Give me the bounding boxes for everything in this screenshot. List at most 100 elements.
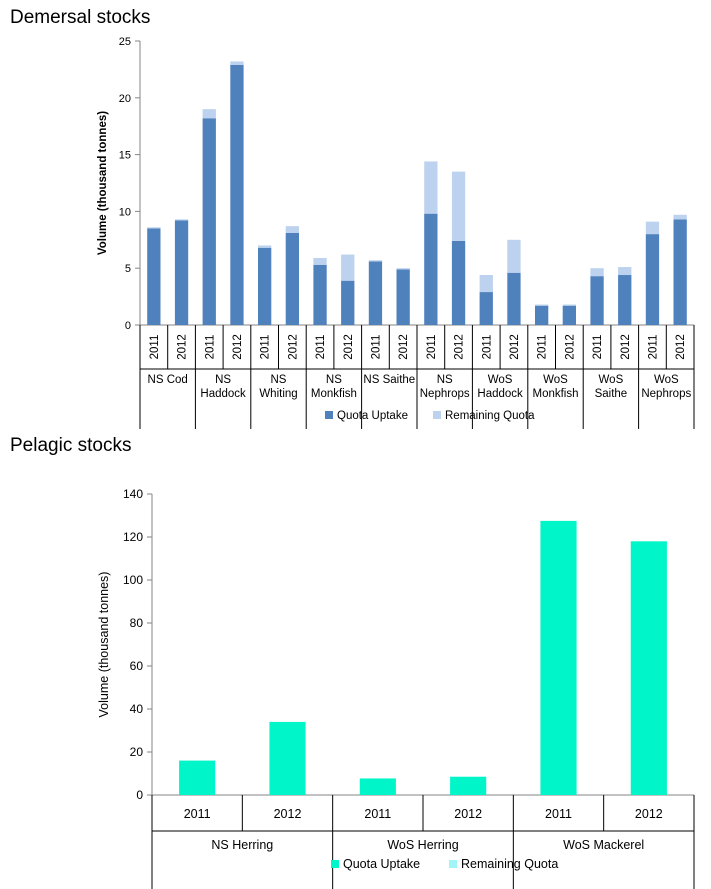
x-group-label: WoS bbox=[654, 374, 679, 386]
x-tick-label-year: 2012 bbox=[675, 334, 687, 360]
y-axis-title: Volume (thousand tonnes) bbox=[97, 111, 109, 255]
demersal-section-title: Demersal stocks bbox=[10, 7, 151, 28]
legend-swatch-remaining-quota bbox=[433, 411, 441, 419]
x-tick-label-year: 2011 bbox=[647, 335, 659, 360]
bar-quota-uptake bbox=[540, 520, 577, 795]
x-tick-label-year: 2011 bbox=[204, 335, 216, 360]
x-tick-label-year: 2012 bbox=[343, 334, 355, 360]
y-tick-label: 140 bbox=[123, 487, 143, 501]
x-tick-label-year: 2011 bbox=[149, 335, 161, 360]
x-group-label: NS bbox=[437, 374, 453, 386]
bar-quota-uptake bbox=[147, 228, 161, 325]
x-tick-label-year: 2011 bbox=[370, 335, 382, 360]
x-tick-label-year: 2012 bbox=[232, 334, 244, 360]
x-tick-label-year: 2011 bbox=[315, 335, 327, 360]
bar-remaining-quota bbox=[258, 245, 272, 248]
x-group-label: NS Cod bbox=[148, 374, 188, 386]
bar-remaining-quota bbox=[341, 254, 355, 281]
bar-remaining-quota bbox=[147, 227, 161, 229]
bar-quota-uptake bbox=[396, 269, 410, 325]
bar-quota-uptake bbox=[424, 213, 438, 325]
x-group-label: Saithe bbox=[595, 388, 628, 400]
bar-quota-uptake bbox=[618, 275, 632, 325]
x-group-label: NS bbox=[271, 374, 287, 386]
bar-remaining-quota bbox=[535, 304, 549, 306]
x-tick-label-year: 2012 bbox=[287, 334, 299, 360]
bar-remaining-quota bbox=[590, 268, 604, 277]
y-tick-label: 20 bbox=[119, 93, 131, 105]
y-tick-label: 20 bbox=[130, 745, 144, 759]
x-tick-label-year: 2012 bbox=[454, 807, 482, 821]
y-tick-label: 0 bbox=[125, 320, 131, 332]
x-group-label: NS Saithe bbox=[363, 374, 415, 386]
bar-remaining-quota bbox=[451, 171, 466, 241]
x-group-label: NS Herring bbox=[211, 838, 273, 852]
x-group-label: NS bbox=[215, 374, 231, 386]
bar-remaining-quota bbox=[645, 221, 660, 235]
x-group-label: WoS bbox=[599, 374, 624, 386]
y-tick-label: 5 bbox=[125, 263, 131, 275]
x-group-label: Whiting bbox=[259, 388, 297, 400]
bar-remaining-quota bbox=[673, 214, 687, 220]
y-tick-label: 60 bbox=[130, 659, 144, 673]
bar-remaining-quota bbox=[396, 268, 410, 270]
bar-remaining-quota bbox=[368, 260, 383, 262]
bar-quota-uptake bbox=[673, 219, 687, 325]
x-group-label: Nephrops bbox=[420, 388, 470, 400]
bar-quota-uptake bbox=[450, 776, 487, 795]
bar-quota-uptake bbox=[507, 272, 521, 325]
x-group-label: WoS Herring bbox=[387, 838, 458, 852]
bar-remaining-quota bbox=[313, 257, 327, 265]
x-tick-label-year: 2012 bbox=[509, 334, 521, 360]
bar-quota-uptake bbox=[368, 261, 383, 325]
bar-remaining-quota bbox=[618, 267, 632, 276]
x-tick-label-year: 2012 bbox=[177, 334, 189, 360]
bar-quota-uptake bbox=[179, 760, 216, 795]
bar-quota-uptake bbox=[451, 240, 466, 325]
y-tick-label: 120 bbox=[123, 530, 143, 544]
bar-quota-uptake bbox=[202, 118, 216, 325]
bar-quota-uptake bbox=[359, 778, 396, 795]
x-group-label: Nephrops bbox=[641, 388, 691, 400]
legend-label-remaining-quota: Remaining Quota bbox=[445, 410, 535, 422]
x-tick-label-year: 2011 bbox=[184, 807, 211, 821]
x-tick-label-year: 2011 bbox=[537, 335, 549, 360]
x-group-label: WoS bbox=[543, 374, 568, 386]
bar-quota-uptake bbox=[535, 305, 549, 325]
x-tick-label-year: 2012 bbox=[564, 334, 576, 360]
bar-quota-uptake bbox=[645, 234, 660, 325]
bar-remaining-quota bbox=[202, 109, 216, 119]
legend-swatch-quota-uptake bbox=[325, 411, 333, 419]
pelagic-section-title: Pelagic stocks bbox=[10, 435, 132, 456]
y-tick-label: 100 bbox=[123, 573, 143, 587]
bar-remaining-quota bbox=[424, 161, 438, 214]
bar-remaining-quota bbox=[507, 239, 521, 273]
x-tick-label-year: 2011 bbox=[545, 807, 572, 821]
bar-remaining-quota bbox=[174, 219, 189, 221]
bar-quota-uptake bbox=[230, 64, 244, 325]
legend-swatch-quota-uptake bbox=[331, 860, 339, 868]
y-tick-label: 10 bbox=[119, 206, 131, 218]
bar-quota-uptake bbox=[258, 247, 272, 325]
x-tick-label-year: 2012 bbox=[398, 334, 410, 360]
bar-quota-uptake bbox=[630, 541, 667, 795]
bar-quota-uptake bbox=[479, 292, 493, 325]
y-tick-label: 80 bbox=[130, 616, 144, 630]
bar-remaining-quota bbox=[479, 275, 493, 293]
bar-remaining-quota bbox=[230, 61, 244, 65]
x-tick-label-year: 2011 bbox=[364, 807, 391, 821]
y-tick-label: 0 bbox=[136, 788, 143, 802]
y-tick-label: 25 bbox=[119, 36, 131, 48]
y-axis-title: Volume (thousand tonnes) bbox=[97, 572, 111, 718]
x-tick-label-year: 2011 bbox=[481, 335, 493, 360]
x-tick-label-year: 2012 bbox=[620, 334, 632, 360]
bar-remaining-quota bbox=[562, 304, 576, 306]
x-tick-label-year: 2012 bbox=[454, 334, 466, 360]
bar-quota-uptake bbox=[313, 264, 327, 325]
y-tick-label: 15 bbox=[119, 150, 131, 162]
x-tick-label-year: 2012 bbox=[635, 807, 663, 821]
x-group-label: NS bbox=[326, 374, 342, 386]
x-tick-label-year: 2012 bbox=[274, 807, 302, 821]
x-group-label: WoS Mackerel bbox=[563, 838, 644, 852]
